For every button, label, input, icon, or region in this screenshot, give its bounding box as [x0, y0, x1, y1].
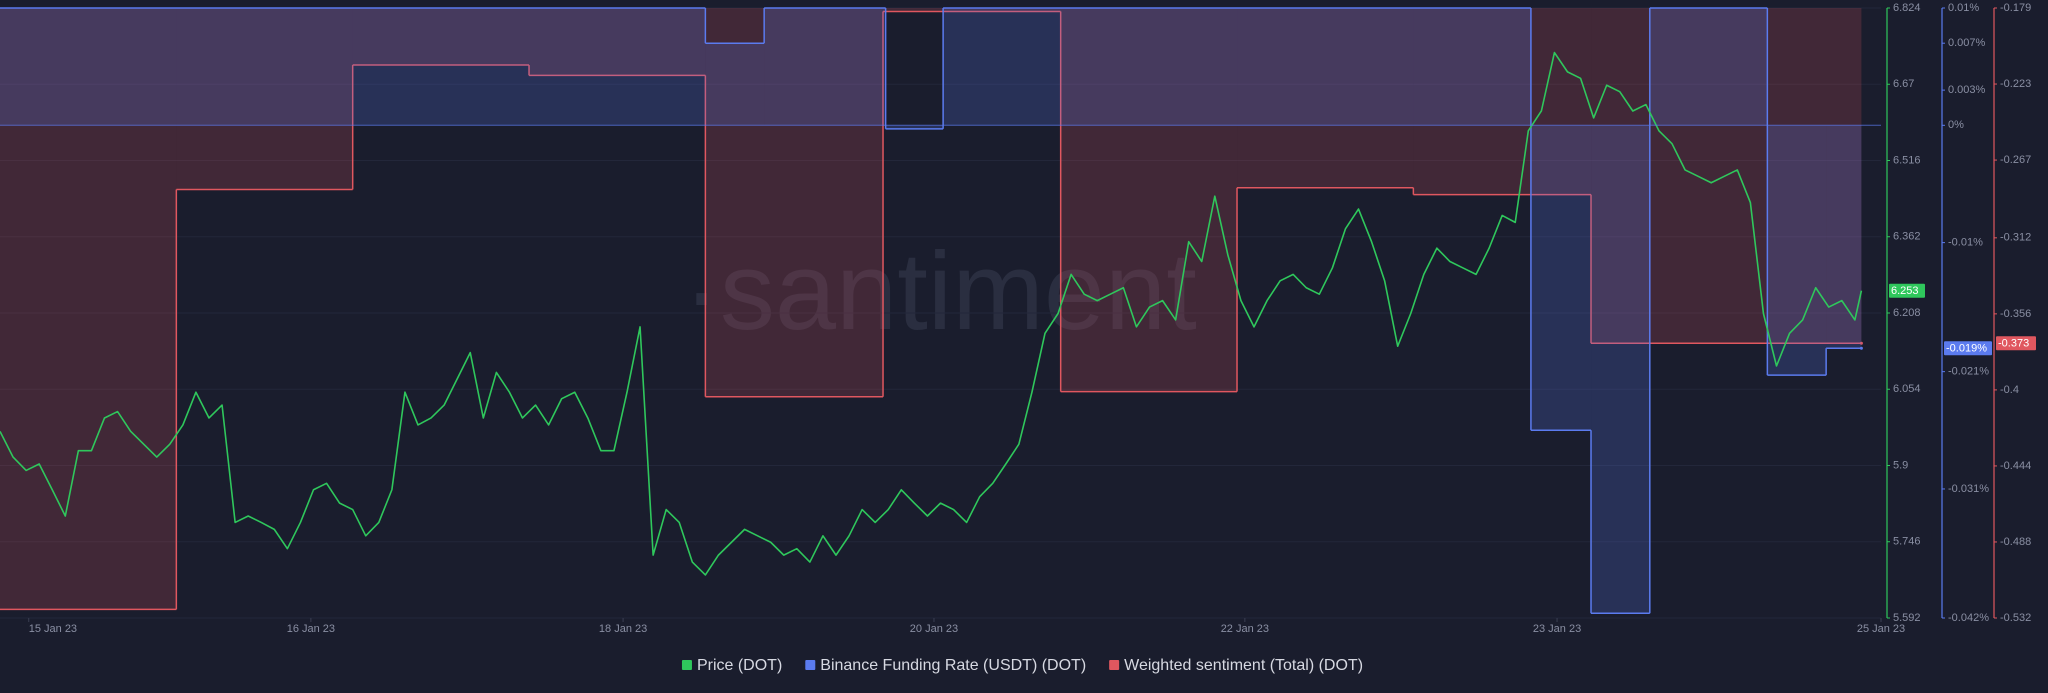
y-tick-label: -0.179	[2000, 2, 2031, 14]
y-tick-label: -0.444	[2000, 460, 2031, 472]
value-badge	[1944, 341, 1992, 356]
x-tick-label: 22 Jan 23	[1221, 623, 1269, 635]
y-tick-label: 0%	[1948, 119, 1964, 131]
y-tick-label: -0.4	[2000, 384, 2019, 396]
end-point	[1859, 346, 1863, 350]
x-axis: 15 Jan 23 16 Jan 23 18 Jan 23 20 Jan 23 22 J…	[28, 618, 1905, 635]
y-tick-label: -0.356	[2000, 308, 2031, 320]
y-tick-label: -0.031%	[1948, 483, 1989, 495]
area-segment	[1413, 8, 1592, 195]
y-tick-label: 5.592	[1893, 612, 1921, 624]
legend-label: Weighted sentiment (Total) (DOT)	[1124, 657, 1363, 674]
area-segment	[885, 125, 944, 129]
y-tick-label: -0.01%	[1948, 237, 1983, 249]
area-segment	[352, 8, 530, 66]
y-tick-label: -0.488	[2000, 536, 2031, 548]
y-tick-label: 6.824	[1893, 2, 1921, 14]
legend-swatch	[805, 660, 816, 670]
y-tick-label: 6.054	[1893, 383, 1921, 395]
area-segment	[0, 8, 706, 126]
watermark: ·santiment	[683, 230, 1197, 353]
y-tick-label: -0.223	[2000, 78, 2031, 90]
y-tick-label: 5.746	[1893, 536, 1921, 548]
y-tick-label: 6.516	[1893, 154, 1921, 166]
area-segment	[0, 8, 177, 610]
area-segment	[176, 8, 353, 190]
area-segment	[1591, 125, 1650, 614]
y-tick-label: -0.532	[2000, 612, 2031, 624]
value-badge-label: 6.253	[1891, 285, 1919, 297]
value-badge-label: -0.373	[1998, 338, 2029, 350]
y-tick-label: 5.9	[1893, 459, 1908, 471]
x-tick-label: 20 Jan 23	[910, 623, 958, 635]
legend-label: Binance Funding Rate (USDT) (DOT)	[820, 657, 1086, 674]
x-tick-label: 16 Jan 23	[287, 623, 335, 635]
value-badge-label: -0.019%	[1946, 343, 1987, 355]
end-point	[1859, 341, 1863, 345]
y-tick-label: 6.67	[1893, 78, 1914, 90]
area-segment	[1649, 8, 1768, 126]
y-tick-label: -0.021%	[1948, 366, 1989, 378]
y-tick-label: 6.208	[1893, 307, 1921, 319]
area-segment	[943, 8, 1531, 126]
y-tick-label: 6.362	[1893, 231, 1921, 243]
y-tick-label: -0.267	[2000, 154, 2031, 166]
area-segment	[764, 8, 886, 126]
x-tick-label: 15 Jan 23	[29, 623, 77, 635]
area-segment	[1826, 125, 1862, 349]
y-tick-label: 0.007%	[1948, 37, 1986, 49]
x-tick-label: 18 Jan 23	[599, 623, 647, 635]
legend: Price (DOT) Binance Funding Rate (USDT) (…	[681, 657, 1363, 674]
x-tick-label: 23 Jan 23	[1533, 623, 1581, 635]
area-segment	[1530, 125, 1592, 431]
value-badge	[1996, 336, 2036, 351]
legend-label: Price (DOT)	[697, 657, 782, 674]
area-segment	[529, 8, 706, 76]
y-tick-label: 0.003%	[1948, 84, 1986, 96]
value-badge	[1889, 283, 1925, 298]
area-segment	[1060, 8, 1238, 392]
area-segment	[883, 8, 1061, 12]
x-tick-label: 25 Jan 23	[1857, 623, 1905, 635]
price-line	[0, 51, 1863, 576]
area-segment	[705, 43, 765, 126]
y-tick-label: 0.01%	[1948, 2, 1979, 14]
series-1	[0, 7, 1863, 615]
area-segment	[1767, 125, 1827, 376]
series-2	[0, 8, 1863, 611]
legend-swatch	[1109, 660, 1120, 670]
y-tick-label: -0.312	[2000, 232, 2031, 244]
legend-swatch	[681, 660, 692, 670]
y-tick-label: -0.042%	[1948, 612, 1989, 624]
area-segment	[1237, 8, 1414, 188]
area-segment	[705, 8, 884, 397]
